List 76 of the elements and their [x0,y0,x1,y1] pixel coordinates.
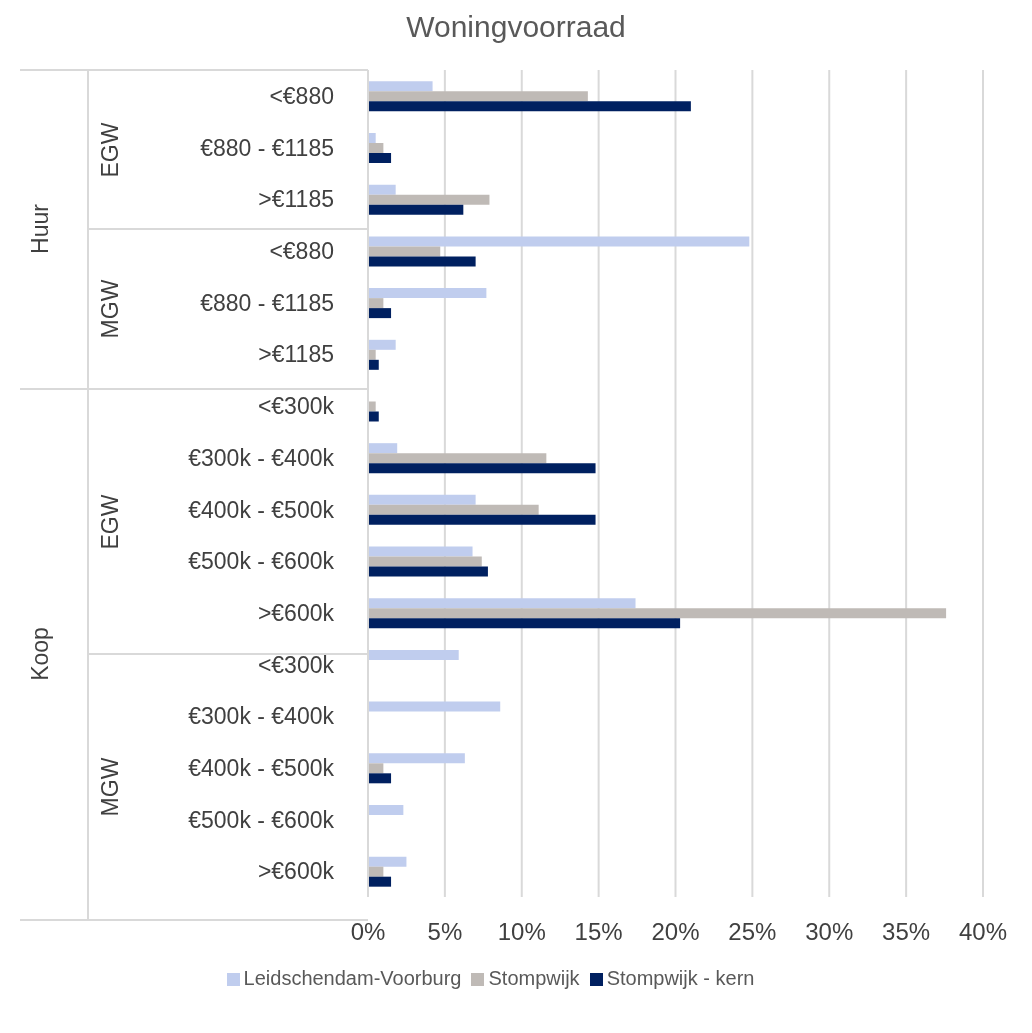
text: Huur [26,203,54,257]
bar [368,866,384,877]
x-tick-label: 0% [350,918,386,946]
y-tick-label: >€600k [257,599,335,626]
x-tick-label: 20% [651,918,700,946]
y-tick-label: <€300k [257,651,335,678]
text: MGW [96,278,124,341]
text: MGW [96,756,124,819]
bar [368,359,379,370]
bar [368,546,473,557]
bar [368,453,547,464]
x-tick-label: 5% [427,918,463,946]
y-tick-label: >€1185 [258,341,334,368]
bar [368,876,392,887]
y-tick-label: €400k - €500k [188,496,335,523]
x-tick-label: 25% [728,918,777,946]
bar [368,856,407,867]
text: EGW [96,121,124,180]
bar [368,184,396,195]
legend-label: Leidschendam-Voorburg [243,967,462,989]
y-tick-label: >€600k [257,858,335,885]
bar [368,504,539,515]
bar [368,411,379,422]
y-tick-label: €880 - €1185 [200,289,334,316]
y-tick-label: <€880 [269,83,334,110]
bar [368,194,490,205]
bar [368,143,384,154]
text: EGW [96,493,124,552]
bar [368,763,384,774]
bar [368,204,464,215]
bar [368,288,487,299]
x-tick-label: 40% [958,918,1008,946]
y-tick-label: €300k - €400k [188,703,335,730]
bar [368,349,376,360]
bar [368,618,681,629]
bar [368,805,404,815]
bar [368,133,376,144]
chart-title: Woningvoorraad [405,10,627,44]
bar [368,773,392,784]
bar [368,91,588,102]
bar [368,608,947,619]
bar [368,566,488,577]
bar [368,236,750,247]
x-tick-label: 30% [805,918,854,946]
y-tick-label: <€300k [257,393,335,420]
legend-label: Stompwijk - kern [606,967,755,989]
y-tick-label: €400k - €500k [188,754,335,781]
bar [368,598,636,609]
bar [368,463,596,474]
y-tick-label: <€880 [269,238,334,265]
y-tick-label: €880 - €1185 [200,134,334,161]
bar [368,101,691,112]
bar [368,256,476,267]
bar [368,514,596,525]
y-tick-label: >€1185 [258,186,334,213]
bar [368,443,398,454]
x-tick-label: 10% [497,918,546,946]
bar [368,81,433,92]
bar [368,401,376,412]
y-tick-label: €500k - €600k [188,548,335,575]
bar [368,753,465,764]
bar [368,298,384,309]
bar [368,649,459,660]
bar [368,246,441,257]
bar [368,701,501,712]
bar [368,494,476,505]
bar [368,556,482,567]
y-tick-label: €300k - €400k [188,444,335,471]
text: Koop [26,626,54,684]
bar [368,308,392,319]
x-tick-label: 35% [882,918,931,946]
y-tick-label: €500k - €600k [188,806,335,833]
legend-label: Stompwijk [488,967,580,989]
bar [368,153,392,164]
bar [368,339,396,350]
x-tick-label: 15% [574,918,623,946]
